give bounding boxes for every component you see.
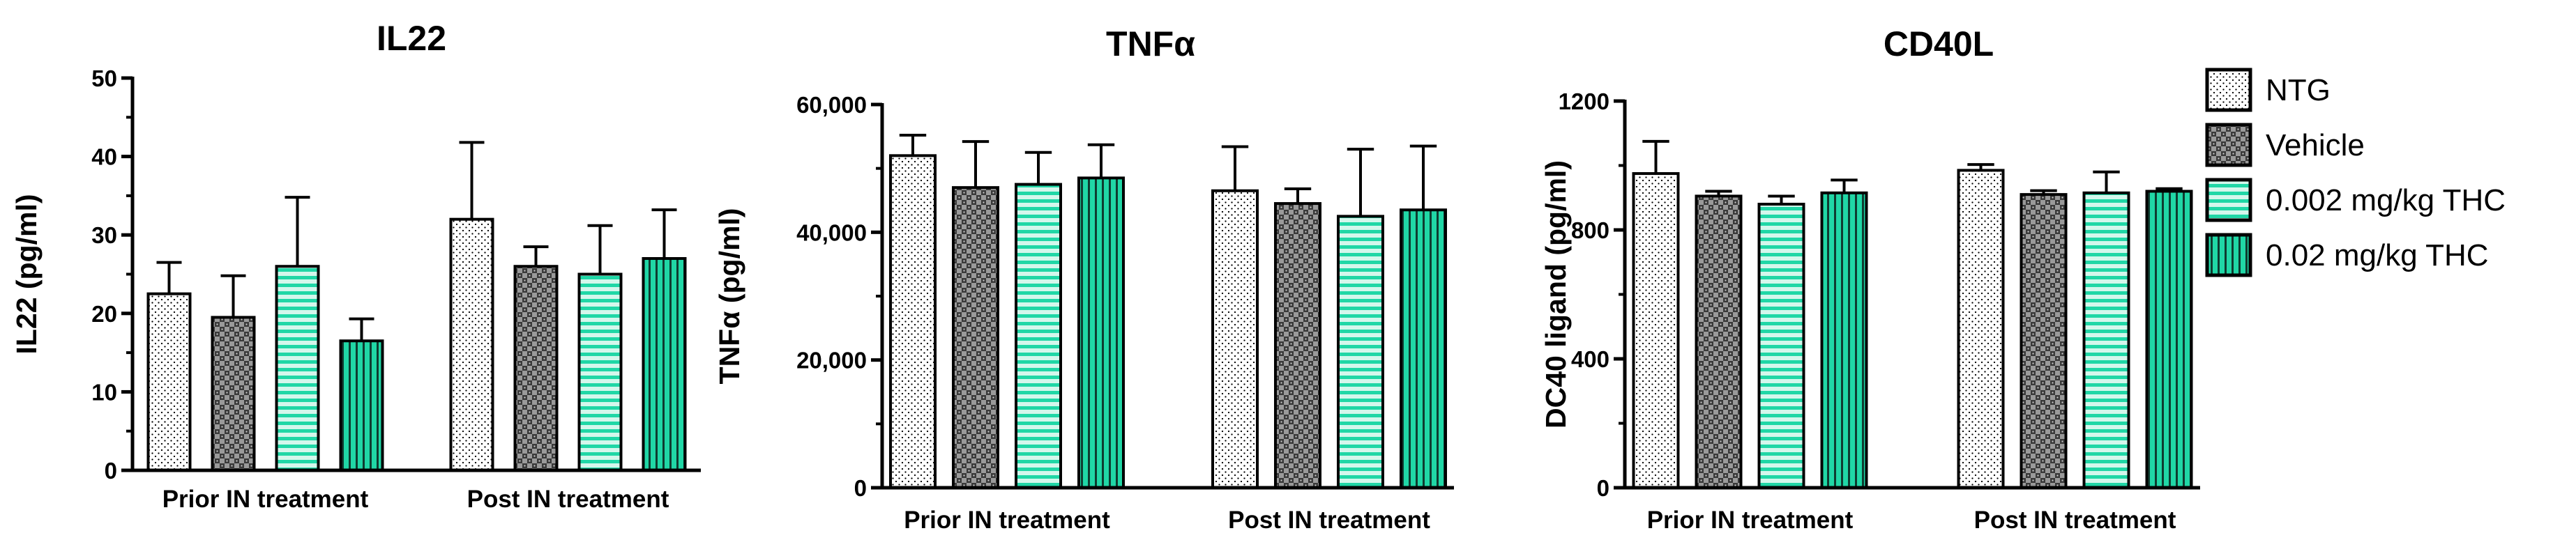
bar-0-002-mg-kg-thc-post-in-treatment — [2082, 191, 2130, 489]
y-tick-label: 0 — [1597, 475, 1609, 501]
y-tick-label: 0 — [105, 458, 117, 484]
bar-vehicle-post-in-treatment — [1274, 202, 1321, 489]
bar-0-02-mg-kg-thc-prior-in-treatment — [1077, 176, 1125, 490]
legend-label-thc-002: 0.02 mg/kg THC — [2266, 238, 2489, 272]
bar-0-02-mg-kg-thc-prior-in-treatment — [1820, 191, 1868, 489]
y-ticks: 0 400 800 1200 — [1559, 88, 1625, 501]
legend-swatch-thc-002 — [2205, 233, 2252, 277]
y-tick-label: 400 — [1571, 346, 1609, 372]
x-category-label-post-in-treatment: Post IN treatment — [467, 486, 669, 513]
legend-item-thc-0002: 0.002 mg/kg THC — [2205, 178, 2506, 222]
bars — [889, 134, 1447, 490]
bar-ntg-prior-in-treatment — [146, 292, 192, 472]
y-tick-label: 0 — [854, 475, 867, 501]
legend: NTG Vehicle 0.002 mg/kg THC 0.02 mg/kg T… — [2205, 68, 2506, 277]
legend-swatch-vehicle — [2205, 123, 2252, 167]
panel-il22: IL22 IL22 (pg/ml) 0 10 20 30 40 50 Prior IN t… — [10, 19, 701, 513]
bar-vehicle-post-in-treatment — [513, 265, 559, 472]
bar-0-002-mg-kg-thc-prior-in-treatment — [1757, 203, 1805, 489]
x-category-labels: Prior IN treatment Post IN treatment — [1647, 507, 2176, 534]
bar-0-02-mg-kg-thc-prior-in-treatment — [339, 339, 384, 472]
legend-label-vehicle: Vehicle — [2266, 128, 2365, 162]
panel-tnfa: TNFα TNFα (pg/ml) 0 20,000 40,000 60,000 Pr… — [713, 24, 1454, 534]
legend-item-ntg: NTG — [2205, 68, 2331, 112]
y-tick-label: 50 — [91, 65, 117, 91]
bar-0-002-mg-kg-thc-post-in-treatment — [577, 272, 623, 472]
bars — [146, 141, 687, 472]
x-category-label-post-in-treatment: Post IN treatment — [1228, 507, 1430, 534]
bar-0-002-mg-kg-thc-post-in-treatment — [1337, 215, 1384, 489]
y-ticks: 0 20,000 40,000 60,000 — [796, 92, 882, 501]
bar-0-02-mg-kg-thc-post-in-treatment — [2145, 190, 2193, 489]
bars — [1632, 139, 2193, 489]
bar-ntg-prior-in-treatment — [1632, 172, 1680, 489]
bar-vehicle-post-in-treatment — [2020, 193, 2068, 489]
y-ticks: 0 10 20 30 40 50 — [91, 65, 132, 484]
y-tick-label: 10 — [91, 379, 117, 405]
legend-item-vehicle: Vehicle — [2205, 123, 2365, 167]
y-tick-label: 40,000 — [796, 219, 867, 245]
bar-ntg-prior-in-treatment — [889, 154, 937, 489]
y-axis-label: DC40 ligand (pg/ml) — [1540, 160, 1572, 429]
y-axis-label: IL22 (pg/ml) — [10, 194, 43, 354]
bar-vehicle-prior-in-treatment — [1695, 194, 1743, 489]
bar-0-02-mg-kg-thc-post-in-treatment — [1400, 208, 1447, 489]
bar-0-002-mg-kg-thc-prior-in-treatment — [1015, 183, 1062, 489]
legend-label-ntg: NTG — [2266, 73, 2331, 107]
bar-0-002-mg-kg-thc-prior-in-treatment — [275, 265, 320, 472]
y-tick-label: 40 — [91, 144, 117, 170]
y-tick-label: 60,000 — [796, 92, 867, 118]
x-category-labels: Prior IN treatment Post IN treatment — [162, 486, 669, 513]
chart-title: TNFα — [1106, 24, 1195, 63]
y-tick-label: 800 — [1571, 217, 1609, 243]
legend-label-thc-0002: 0.002 mg/kg THC — [2266, 183, 2506, 217]
legend-swatch-thc-0002 — [2205, 178, 2252, 222]
legend-swatch-ntg — [2205, 68, 2252, 112]
x-category-label-prior-in-treatment: Prior IN treatment — [162, 486, 369, 513]
x-category-label-prior-in-treatment: Prior IN treatment — [904, 507, 1110, 534]
bar-vehicle-prior-in-treatment — [952, 186, 999, 489]
y-tick-label: 20 — [91, 301, 117, 327]
bar-ntg-post-in-treatment — [449, 217, 494, 472]
y-tick-label: 30 — [91, 222, 117, 248]
x-category-label-prior-in-treatment: Prior IN treatment — [1647, 507, 1854, 534]
chart-title: CD40L — [1884, 24, 1994, 63]
x-category-labels: Prior IN treatment Post IN treatment — [904, 507, 1430, 534]
bar-vehicle-prior-in-treatment — [211, 316, 256, 472]
legend-item-thc-002: 0.02 mg/kg THC — [2205, 233, 2489, 277]
chart-title: IL22 — [377, 19, 446, 58]
y-tick-label: 20,000 — [796, 348, 867, 373]
panel-cd40l: CD40L DC40 ligand (pg/ml) 0 400 800 1200 Pr… — [1540, 24, 2200, 534]
bar-ntg-post-in-treatment — [1957, 169, 2005, 489]
y-tick-label: 1200 — [1559, 88, 1609, 114]
bar-0-02-mg-kg-thc-post-in-treatment — [642, 256, 687, 472]
y-axis-label: TNFα (pg/ml) — [713, 208, 745, 385]
x-category-label-post-in-treatment: Post IN treatment — [1974, 507, 2176, 534]
bar-ntg-post-in-treatment — [1211, 189, 1259, 489]
